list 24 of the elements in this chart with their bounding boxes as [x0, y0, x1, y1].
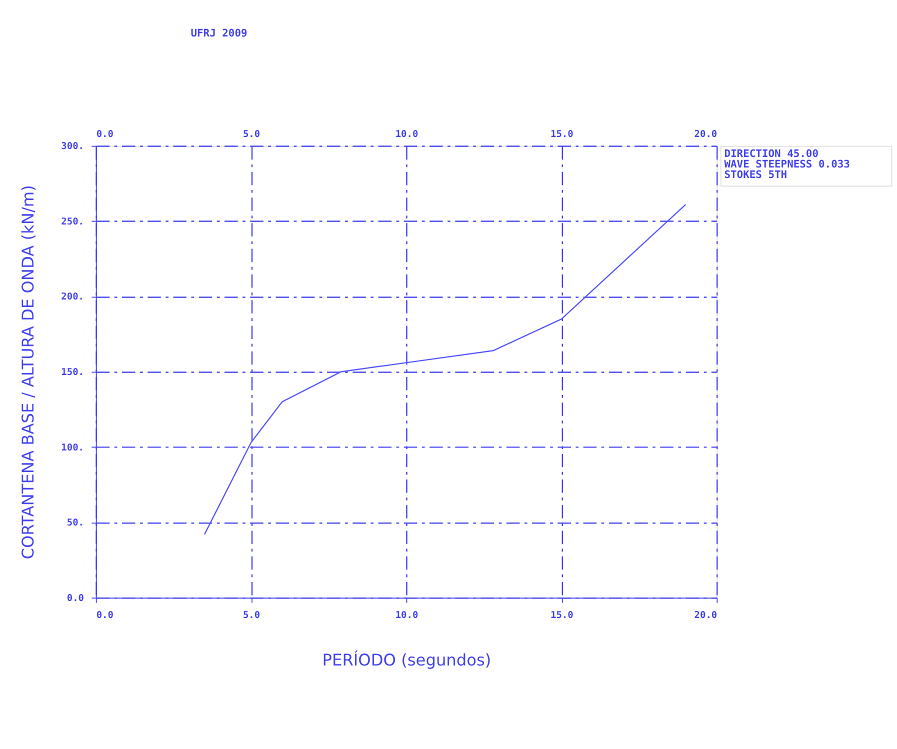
text: DIRECTION 45.00 — [724, 148, 819, 160]
y-tick-label: 100. — [61, 442, 84, 454]
line-series — [204, 204, 686, 536]
y-tick-label: 200. — [61, 292, 84, 303]
y-tick-label: 50. — [66, 518, 84, 529]
y-tick-label: 0.0 — [66, 592, 84, 604]
x-tick-label: 0.0 — [96, 128, 114, 140]
x2-tick-label: 10.0 — [395, 610, 418, 622]
x-axis-title: PERÍODO (segundos) — [322, 650, 492, 670]
chart-title: UFRJ 2009 — [190, 28, 248, 40]
y-tick-label: 300. — [61, 141, 84, 152]
x2-tick-label: 0.0 — [96, 610, 114, 622]
x-tick-label: 5.0 — [242, 128, 260, 140]
x2-tick-label: 15.0 — [550, 610, 574, 622]
x-tick-label: 20.0 — [694, 128, 718, 140]
x2-tick-label: 5.0 — [242, 610, 260, 622]
text: WAVE STEEPNESS 0.033 — [724, 158, 850, 171]
y-axis-title: CORTANTENA BASE / ALTURA DE ONDA (kN/m) — [18, 185, 38, 560]
y-tick-label: 150. — [61, 367, 84, 378]
x2-tick-label: 20.0 — [694, 610, 718, 622]
x-tick-label: 15.0 — [550, 128, 574, 140]
text: STOKES 5TH — [724, 169, 788, 182]
x-tick-label: 10.0 — [395, 128, 418, 140]
y-tick-label: 250. — [61, 216, 84, 228]
